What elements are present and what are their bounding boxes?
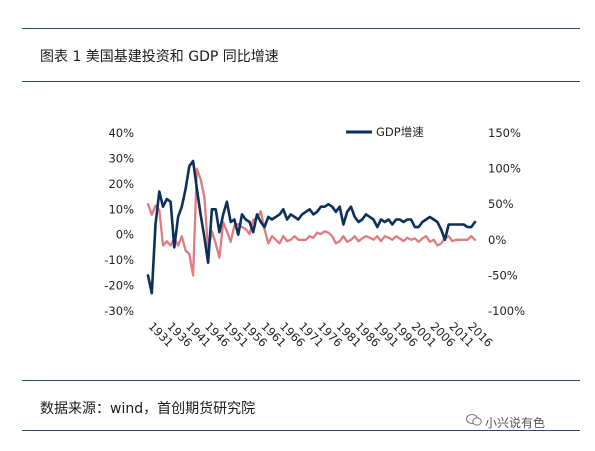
left-y-tick-label: -30% xyxy=(104,304,134,318)
left-y-tick-label: -20% xyxy=(104,279,134,293)
line-chart: 40% 30% 20% 10% 0% -10% -20% -30% 150% 100% 50% 0% -… xyxy=(104,125,525,350)
left-y-tick-label: 40% xyxy=(108,126,134,140)
source-rule xyxy=(22,380,580,381)
top-rule xyxy=(22,28,580,29)
left-y-tick-label: -10% xyxy=(104,253,134,267)
left-y-tick-label: 30% xyxy=(108,151,134,165)
title-rule xyxy=(22,81,580,82)
left-y-tick-label: 10% xyxy=(108,202,134,216)
watermark-text: 小兴说有色 xyxy=(485,416,546,430)
right-y-tick-label: -100% xyxy=(488,304,525,318)
right-y-tick-label: 150% xyxy=(488,126,521,140)
series-line-gdp xyxy=(146,159,477,295)
series-line-infrastructure xyxy=(146,167,477,277)
right-y-tick-label: 50% xyxy=(488,197,514,211)
right-y-tick-label: 0% xyxy=(488,233,506,247)
bottom-rule xyxy=(22,430,580,431)
wechat-icon xyxy=(466,414,482,426)
left-y-tick-label: 0% xyxy=(116,228,134,242)
right-y-tick-label: -50% xyxy=(488,268,518,282)
left-y-tick-label: 20% xyxy=(108,177,134,191)
data-source: 数据来源：wind，首创期货研究院 xyxy=(40,401,256,417)
legend-label-gdp: GDP增速 xyxy=(376,125,424,139)
chart-title: 图表 1 美国基建投资和 GDP 同比增速 xyxy=(40,49,279,65)
right-y-tick-label: 100% xyxy=(488,162,521,176)
